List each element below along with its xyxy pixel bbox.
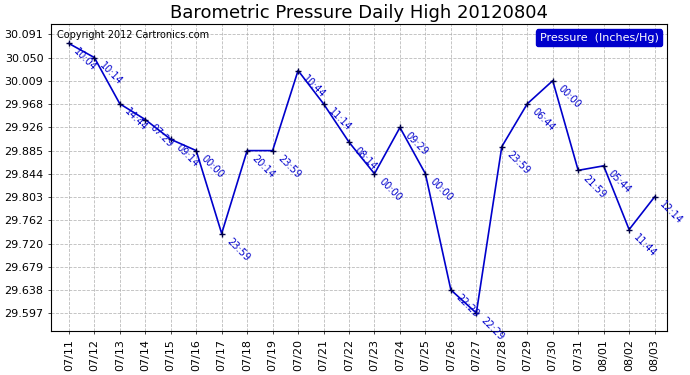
Text: 12:14: 12:14 bbox=[658, 200, 684, 226]
Legend: Pressure  (Inches/Hg): Pressure (Inches/Hg) bbox=[536, 29, 662, 46]
Text: 23:59: 23:59 bbox=[504, 150, 531, 176]
Text: 11:14: 11:14 bbox=[326, 106, 353, 133]
Text: 21:59: 21:59 bbox=[581, 173, 608, 200]
Text: 09:14: 09:14 bbox=[173, 142, 200, 169]
Title: Barometric Pressure Daily High 20120804: Barometric Pressure Daily High 20120804 bbox=[170, 4, 548, 22]
Text: 22:29: 22:29 bbox=[479, 316, 506, 343]
Text: 20:14: 20:14 bbox=[250, 153, 277, 180]
Text: 22:29: 22:29 bbox=[453, 292, 481, 320]
Text: 10:04: 10:04 bbox=[72, 46, 99, 73]
Text: 09:29: 09:29 bbox=[403, 130, 429, 157]
Text: 23:59: 23:59 bbox=[224, 236, 251, 263]
Text: 10:44: 10:44 bbox=[301, 73, 328, 100]
Text: 06:44: 06:44 bbox=[530, 106, 557, 133]
Text: 23:59: 23:59 bbox=[275, 153, 302, 180]
Text: 10:14: 10:14 bbox=[97, 60, 124, 87]
Text: 08:14: 08:14 bbox=[352, 145, 379, 172]
Text: 00:00: 00:00 bbox=[377, 177, 404, 203]
Text: 14:44: 14:44 bbox=[123, 106, 149, 133]
Text: 07:29: 07:29 bbox=[148, 122, 175, 149]
Text: 00:00: 00:00 bbox=[428, 177, 455, 203]
Text: 00:00: 00:00 bbox=[555, 84, 582, 110]
Text: Copyright 2012 Cartronics.com: Copyright 2012 Cartronics.com bbox=[57, 30, 209, 40]
Text: 05:44: 05:44 bbox=[607, 169, 633, 195]
Text: 00:00: 00:00 bbox=[199, 153, 226, 180]
Text: 11:44: 11:44 bbox=[632, 232, 658, 259]
